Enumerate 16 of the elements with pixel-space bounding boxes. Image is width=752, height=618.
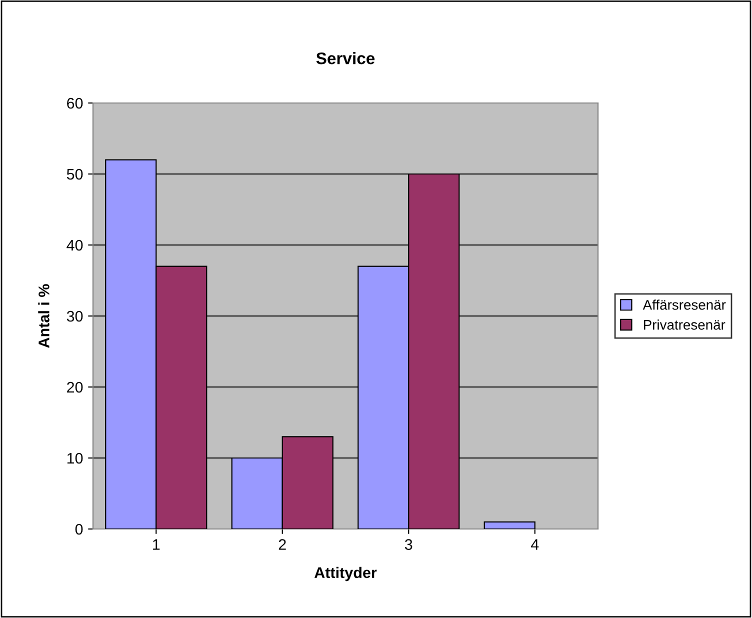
- x-tick-label: 1: [153, 539, 160, 550]
- y-tick-label: 60: [67, 98, 83, 109]
- x-tick-label: 3: [404, 539, 412, 550]
- y-tick-label: 20: [67, 382, 83, 393]
- y-tick-label: 40: [66, 240, 83, 251]
- x-axis-title: Attityder: [314, 566, 377, 582]
- y-tick-label: 0: [75, 524, 83, 535]
- y-tick-label: 50: [66, 168, 83, 180]
- y-axis-title: Antal i %: [38, 284, 50, 348]
- y-tick-label: 10: [67, 452, 83, 464]
- legend-label: Affärsresenär: [642, 300, 726, 310]
- x-tick-label: 4: [530, 539, 539, 550]
- x-tick-label: 2: [278, 539, 286, 550]
- chart-title: Service: [316, 52, 375, 64]
- y-tick-label: 30: [66, 310, 83, 322]
- legend-label: Privatresenär: [644, 320, 726, 330]
